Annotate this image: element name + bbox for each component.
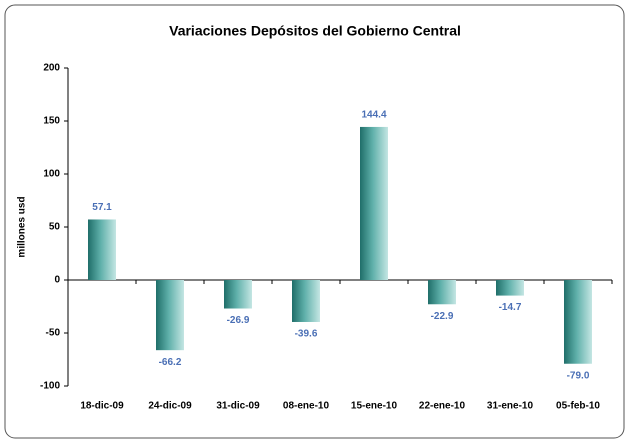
x-tick-label: 05-feb-10 <box>556 401 600 412</box>
x-tick-label: 22-ene-10 <box>419 401 466 412</box>
y-tick-label: 150 <box>43 116 60 127</box>
y-tick-label: 100 <box>43 169 60 180</box>
bar <box>156 280 184 351</box>
value-label: -14.7 <box>499 302 522 313</box>
x-tick-label: 15-ene-10 <box>351 401 398 412</box>
bar <box>292 280 320 322</box>
bar <box>88 219 116 280</box>
bar <box>360 126 388 280</box>
x-tick-label: 31-ene-10 <box>487 401 534 412</box>
value-label: 57.1 <box>92 202 112 213</box>
y-tick-label: 200 <box>43 63 60 74</box>
x-tick-label: 08-ene-10 <box>283 401 330 412</box>
value-label: -26.9 <box>227 315 250 326</box>
y-axis-label: millones usd <box>17 196 28 257</box>
chart-title: Variaciones Depósitos del Gobierno Centr… <box>169 23 461 39</box>
bar <box>496 280 524 296</box>
x-tick-label: 18-dic-09 <box>80 401 124 412</box>
bar <box>224 280 252 309</box>
value-label: -39.6 <box>295 329 318 340</box>
value-label: 144.4 <box>361 110 386 121</box>
y-tick-label: 50 <box>49 222 61 233</box>
value-label: -66.2 <box>159 357 182 368</box>
value-label: -79.0 <box>567 370 590 381</box>
y-tick-label: -100 <box>40 381 60 392</box>
x-tick-label: 31-dic-09 <box>216 401 260 412</box>
bar <box>564 280 592 364</box>
bar <box>428 280 456 305</box>
value-label: -22.9 <box>431 311 454 322</box>
y-tick-label: -50 <box>46 328 61 339</box>
x-tick-label: 24-dic-09 <box>148 401 192 412</box>
y-tick-label: 0 <box>54 275 60 286</box>
